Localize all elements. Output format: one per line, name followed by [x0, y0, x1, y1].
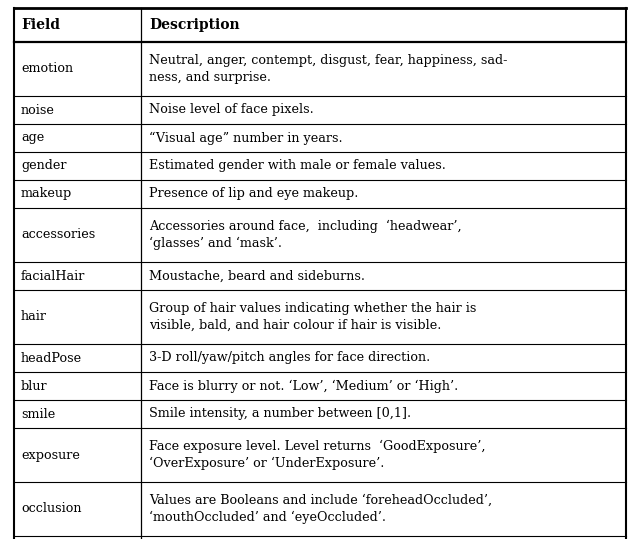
Text: exposure: exposure	[21, 448, 80, 461]
Text: visible, bald, and hair colour if hair is visible.: visible, bald, and hair colour if hair i…	[149, 319, 442, 331]
Text: Field: Field	[21, 18, 60, 32]
Text: 3-D roll/yaw/pitch angles for face direction.: 3-D roll/yaw/pitch angles for face direc…	[149, 351, 431, 364]
Text: makeup: makeup	[21, 188, 72, 201]
Text: emotion: emotion	[21, 63, 73, 75]
Text: Noise level of face pixels.: Noise level of face pixels.	[149, 103, 314, 116]
Text: Neutral, anger, contempt, disgust, fear, happiness, sad-: Neutral, anger, contempt, disgust, fear,…	[149, 54, 508, 67]
Text: Face exposure level. Level returns  ‘GoodExposure’,: Face exposure level. Level returns ‘Good…	[149, 440, 486, 453]
Text: ‘glasses’ and ‘mask’.: ‘glasses’ and ‘mask’.	[149, 237, 282, 250]
Text: smile: smile	[21, 407, 55, 420]
Text: accessories: accessories	[21, 229, 95, 241]
Text: Face is blurry or not. ‘Low’, ‘Medium’ or ‘High’.: Face is blurry or not. ‘Low’, ‘Medium’ o…	[149, 379, 458, 392]
Text: Moustache, beard and sideburns.: Moustache, beard and sideburns.	[149, 270, 365, 282]
Text: Accessories around face,  including  ‘headwear’,: Accessories around face, including ‘head…	[149, 220, 462, 233]
Text: Group of hair values indicating whether the hair is: Group of hair values indicating whether …	[149, 302, 477, 315]
Text: gender: gender	[21, 160, 67, 172]
Text: ‘OverExposure’ or ‘UnderExposure’.: ‘OverExposure’ or ‘UnderExposure’.	[149, 457, 385, 470]
Text: ‘mouthOccluded’ and ‘eyeOccluded’.: ‘mouthOccluded’ and ‘eyeOccluded’.	[149, 510, 387, 524]
Text: occlusion: occlusion	[21, 502, 81, 515]
Text: Presence of lip and eye makeup.: Presence of lip and eye makeup.	[149, 188, 358, 201]
Text: hair: hair	[21, 310, 47, 323]
Text: noise: noise	[21, 103, 55, 116]
Text: “Visual age” number in years.: “Visual age” number in years.	[149, 132, 343, 144]
Text: Smile intensity, a number between [0,1].: Smile intensity, a number between [0,1].	[149, 407, 412, 420]
Text: facialHair: facialHair	[21, 270, 85, 282]
Text: headPose: headPose	[21, 351, 82, 364]
Text: blur: blur	[21, 379, 47, 392]
Text: ness, and surprise.: ness, and surprise.	[149, 71, 271, 84]
Text: Description: Description	[149, 18, 240, 32]
Text: age: age	[21, 132, 44, 144]
Text: Estimated gender with male or female values.: Estimated gender with male or female val…	[149, 160, 446, 172]
Text: Values are Booleans and include ‘foreheadOccluded’,: Values are Booleans and include ‘forehea…	[149, 494, 492, 507]
